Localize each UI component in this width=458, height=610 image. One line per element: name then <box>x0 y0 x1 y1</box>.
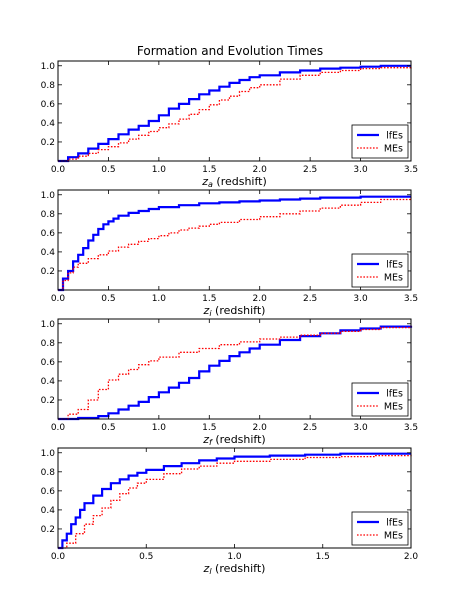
x-tick-label: 1.5 <box>202 294 216 304</box>
legend-label-mes: MEs <box>384 531 403 542</box>
x-axis-label-subscript: f <box>209 438 213 447</box>
x-tick-label: 2.0 <box>404 552 419 562</box>
legend-label-mes: MEs <box>384 273 403 284</box>
x-axis-label-subscript: a <box>208 180 213 189</box>
legend: lfEs MEs <box>351 124 409 159</box>
y-tick-label: 1.0 <box>41 62 56 72</box>
series-line-lfes <box>58 195 411 292</box>
figure-title: Formation and Evolution Times <box>137 44 323 58</box>
x-tick-label: 3.5 <box>404 423 418 433</box>
legend: lfEs MEs <box>351 511 409 546</box>
y-tick-label: 0.2 <box>41 138 55 148</box>
axes-frame <box>57 189 412 291</box>
x-tick-label: 0.5 <box>101 165 115 175</box>
x-tick-label: 0.5 <box>101 423 115 433</box>
x-axis-label-subscript: l <box>209 567 212 576</box>
x-axis-label-subscript: i <box>209 309 212 318</box>
x-tick-label: 0.0 <box>51 552 66 562</box>
x-tick-label: 0.5 <box>139 552 153 562</box>
y-tick-label: 0.8 <box>41 210 56 220</box>
legend-label-mes: MEs <box>384 402 403 413</box>
x-tick-label: 0.0 <box>51 294 66 304</box>
x-axis-label-symbol: z <box>201 175 208 188</box>
chart-panel-1: 0.0 0.5 1.0 1.5 2.0 2.5 3.0 3.5 0.2 0.4 0.6 0.8 1.0 z… <box>41 60 418 189</box>
y-tick-label: 0.4 <box>41 119 56 129</box>
x-tick-label: 1.5 <box>202 423 216 433</box>
y-tick-label: 0.4 <box>41 506 56 516</box>
y-tick-label: 0.2 <box>41 267 55 277</box>
x-tick-label: 2.5 <box>303 165 317 175</box>
legend: lfEs MEs <box>351 253 409 288</box>
chart-panel-2: 0.0 0.5 1.0 1.5 2.0 2.5 3.0 3.5 0.2 0.4 0.6 0.8 1.0 z… <box>41 189 418 318</box>
x-axis-label-symbol: z <box>202 433 209 446</box>
x-tick-label: 0.0 <box>51 165 66 175</box>
y-tick-label: 1.0 <box>41 191 56 201</box>
y-tick-label: 0.6 <box>41 229 56 239</box>
y-tick-label: 0.4 <box>41 248 56 258</box>
x-tick-label: 1.0 <box>227 552 242 562</box>
y-tick-label: 0.6 <box>41 100 56 110</box>
legend-label-mes: MEs <box>384 144 403 155</box>
x-tick-label: 1.0 <box>152 423 167 433</box>
x-axis-label-text: (redshift) <box>212 304 266 317</box>
x-tick-label: 3.5 <box>404 294 418 304</box>
x-tick-label: 3.0 <box>353 423 368 433</box>
series-line-mes <box>58 65 412 162</box>
x-tick-label: 2.5 <box>303 294 317 304</box>
x-tick-label: 1.5 <box>202 165 216 175</box>
legend-label-lfes: lfEs <box>386 389 403 400</box>
x-tick-label: 2.5 <box>303 423 317 433</box>
chart-panel-4: 0.0 0.5 1.0 1.5 2.00.20.40.60.81.0zl (redshi… <box>41 447 419 576</box>
x-tick-label: 3.0 <box>353 165 368 175</box>
legend-label-lfes: lfEs <box>386 260 403 271</box>
axes-frame <box>57 318 412 420</box>
series-line-mes <box>58 454 412 549</box>
series-line-lfes <box>58 64 411 163</box>
y-tick-label: 0.6 <box>41 358 56 368</box>
x-tick-label: 3.5 <box>404 165 418 175</box>
legend-box <box>351 511 409 546</box>
series-line-lfes <box>58 452 411 550</box>
y-tick-label: 0.2 <box>41 525 55 535</box>
x-tick-label: 0.5 <box>101 294 115 304</box>
chart-panel-3: 0.0 0.5 1.0 1.5 2.0 2.5 3.0 3.5 0.2 0.4 0.6 0.8 1.0 z… <box>41 318 418 447</box>
legend-box <box>351 124 409 159</box>
x-tick-label: 1.0 <box>152 294 167 304</box>
x-axis-label-text: (redshift) <box>212 562 266 575</box>
y-tick-label: 0.8 <box>41 339 56 349</box>
y-tick-label: 0.8 <box>41 468 56 478</box>
y-tick-label: 0.4 <box>41 377 56 387</box>
legend-label-lfes: lfEs <box>386 518 403 529</box>
legend-box <box>351 253 409 288</box>
x-tick-label: 1.0 <box>152 165 167 175</box>
chart-panels: 0.0 0.5 1.0 1.5 2.0 2.5 3.0 3.50.20.40.60.81.0z… <box>41 60 419 576</box>
y-tick-label: 0.8 <box>41 81 56 91</box>
x-tick-label: 1.5 <box>316 552 330 562</box>
y-tick-label: 1.0 <box>41 320 56 330</box>
x-axis-label-symbol: z <box>203 304 210 317</box>
x-tick-label: 2.0 <box>253 423 268 433</box>
x-axis-label: zi (redshift) <box>203 304 266 318</box>
y-tick-label: 0.2 <box>41 396 55 406</box>
x-tick-label: 3.0 <box>353 294 368 304</box>
x-axis-label-text: (redshift) <box>213 175 267 188</box>
x-tick-label: 2.0 <box>253 165 268 175</box>
legend: lfEs MEs <box>351 382 409 417</box>
y-tick-label: 1.0 <box>41 449 56 459</box>
x-axis-label: zl (redshift) <box>203 562 266 576</box>
x-tick-label: 2.0 <box>253 294 268 304</box>
legend-label-lfes: lfEs <box>386 131 403 142</box>
legend-box <box>351 382 409 417</box>
axes-frame <box>57 60 412 162</box>
x-axis-label: za (redshift) <box>201 175 267 189</box>
x-axis-label-text: (redshift) <box>212 433 266 446</box>
x-axis-label-symbol: z <box>203 562 210 575</box>
x-axis-label: zf (redshift) <box>202 433 265 447</box>
y-tick-label: 0.6 <box>41 487 56 497</box>
x-tick-label: 0.0 <box>51 423 66 433</box>
